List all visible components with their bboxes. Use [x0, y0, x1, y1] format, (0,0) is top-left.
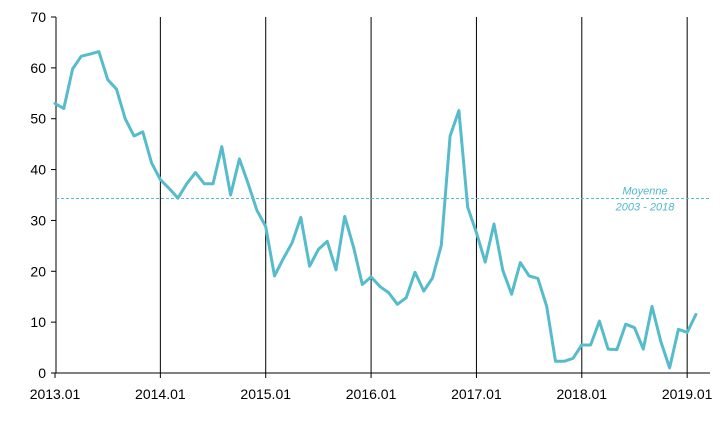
x-axis-ticks: 2013.01 2014.01 2015.01 2016.01 2017.01 2018.…: [30, 373, 713, 402]
y-tick-label: 60: [30, 60, 46, 76]
y-tick-label: 10: [30, 314, 46, 330]
y-tick-label: 0: [38, 365, 46, 381]
vertical-gridlines: [159, 17, 688, 373]
y-tick-label: 40: [30, 162, 46, 178]
y-tick-label: 70: [30, 9, 46, 25]
y-tick-label: 20: [30, 263, 46, 279]
y-tick-label: 30: [30, 212, 46, 228]
average-label-line-1: Moyenne: [622, 186, 667, 198]
x-tick-label: 2014.01: [135, 386, 186, 402]
x-tick-label: 2019.01: [662, 386, 713, 402]
x-tick-label: 2016.01: [346, 386, 397, 402]
y-tick-label: 50: [30, 111, 46, 127]
x-tick-label: 2017.01: [451, 386, 502, 402]
average-label-line-2: 2003 - 2018: [615, 202, 676, 214]
x-tick-label: 2013.01: [30, 386, 81, 402]
x-tick-label: 2018.01: [556, 386, 607, 402]
series-line: [53, 50, 698, 370]
y-axis-ticks: 0 10 20 30 40 50 60 70: [30, 9, 56, 381]
x-tick-label: 2015.01: [240, 386, 291, 402]
